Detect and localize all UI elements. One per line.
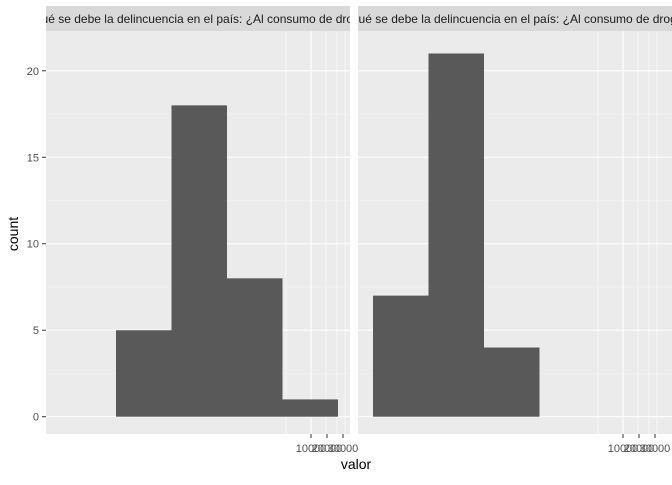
facet-panel-2: ¿A qué se debe la delincuencia en el paí… bbox=[334, 6, 672, 434]
histogram-bar bbox=[484, 347, 540, 417]
y-axis-title: count bbox=[5, 217, 21, 251]
y-tick-label: 20 bbox=[27, 66, 39, 78]
facet-strip-label: ¿A qué se debe la delincuencia en el paí… bbox=[334, 12, 672, 26]
facet-strip-label: ¿A qué se debe la delincuencia en el paí… bbox=[17, 12, 380, 26]
facet-panel-1: ¿A qué se debe la delincuencia en el paí… bbox=[17, 6, 380, 434]
x-tick-label: 30000 bbox=[640, 443, 671, 455]
y-tick-label: 15 bbox=[27, 152, 39, 164]
y-tick-label: 0 bbox=[33, 412, 39, 424]
x-tick-label: 20000 bbox=[624, 443, 655, 455]
y-tick-label: 10 bbox=[27, 239, 39, 251]
facet-strip bbox=[46, 6, 350, 31]
histogram-bar bbox=[428, 53, 484, 417]
histogram-bar bbox=[282, 399, 338, 417]
histogram-bar bbox=[116, 330, 172, 417]
facet-strip bbox=[358, 6, 672, 31]
y-tick-label: 5 bbox=[33, 325, 39, 337]
y-axis: 0 5 10 15 20 bbox=[27, 66, 46, 424]
x-tick-label: 30000 bbox=[328, 443, 359, 455]
x-tick-label: 10000 bbox=[608, 443, 639, 455]
x-axis-title: valor bbox=[341, 456, 372, 472]
x-tick-label: 10000 bbox=[296, 443, 327, 455]
facet-panels: ¿A qué se debe la delincuencia en el paí… bbox=[17, 6, 672, 434]
histogram-bar bbox=[171, 105, 227, 417]
histogram-bar bbox=[373, 295, 429, 417]
histogram-bar bbox=[227, 278, 283, 417]
x-tick-label: 20000 bbox=[312, 443, 343, 455]
